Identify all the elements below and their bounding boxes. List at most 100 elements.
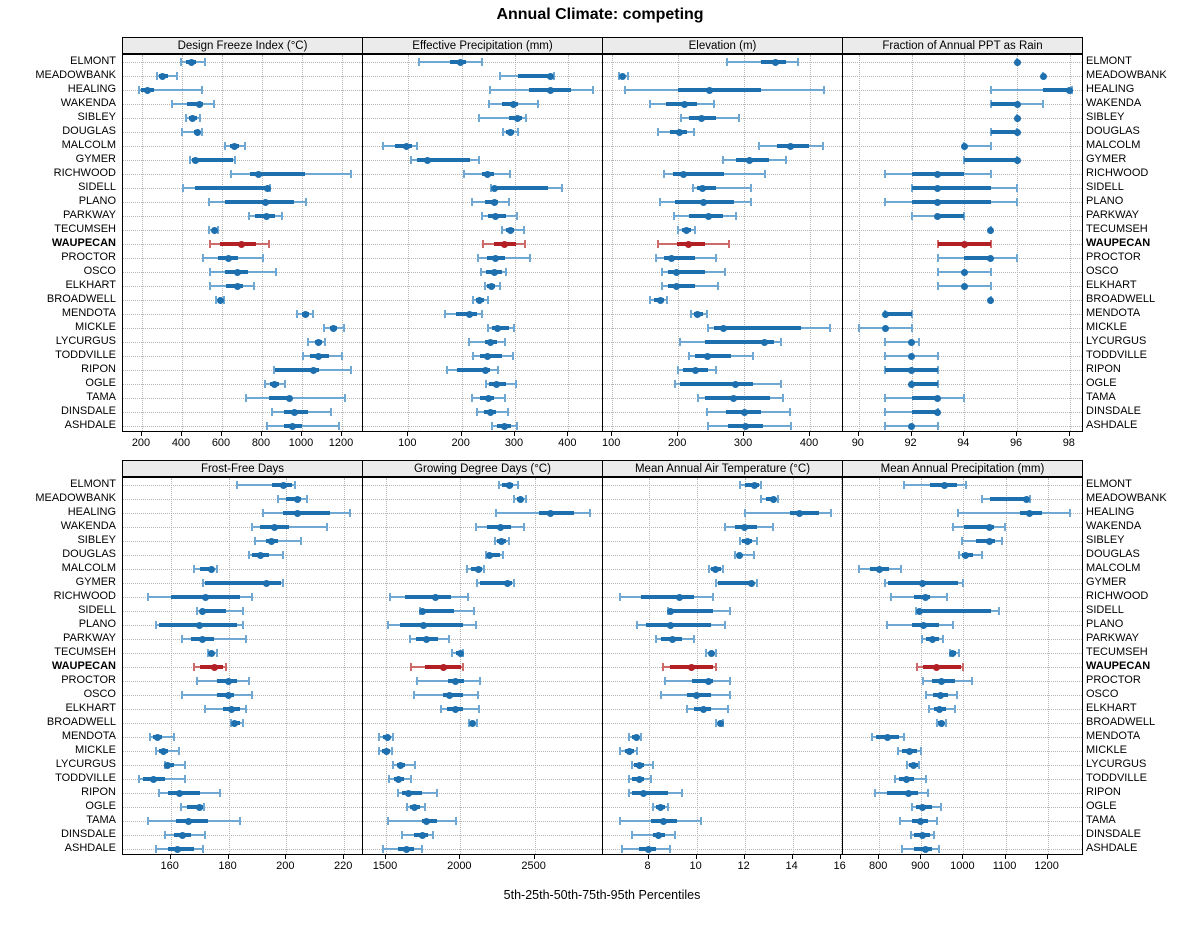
axis-tick-label: 400 xyxy=(558,437,577,449)
gridline-horizontal xyxy=(123,779,362,780)
row-label-left-richwood: RICHWOOD xyxy=(53,589,116,602)
row-label-right-parkway: PARKWAY xyxy=(1086,208,1139,221)
gridline-horizontal xyxy=(843,160,1082,161)
axis-tick-label: 8 xyxy=(644,860,651,872)
median-dot-healing xyxy=(546,86,554,94)
figure-caption: 5th-25th-50th-75th-95th Percentiles xyxy=(503,888,701,902)
row-label-right-elkhart: ELKHART xyxy=(1086,278,1137,291)
median-dot-meadowbank xyxy=(619,72,627,80)
median-dot-toddville xyxy=(903,775,911,783)
gridline-horizontal xyxy=(363,90,602,91)
row-label-right-wakenda: WAKENDA xyxy=(1086,519,1142,532)
median-dot-broadwell xyxy=(937,719,945,727)
iqr-bar-25-75-sidell xyxy=(420,609,454,613)
whisker-cap xyxy=(919,747,922,755)
whisker-cap xyxy=(628,775,631,783)
gridline-horizontal xyxy=(603,555,842,556)
strip-growing-degree-days-c: Growing Degree Days (°C) xyxy=(362,460,603,477)
whisker-cap xyxy=(155,747,158,755)
whisker-cap xyxy=(480,58,483,66)
whisker-cap xyxy=(472,352,475,360)
row-label-left-ogle: OGLE xyxy=(85,799,116,812)
median-dot-tama xyxy=(423,817,431,825)
axis-tick xyxy=(227,855,229,859)
axis-tick-label: 400 xyxy=(171,437,191,449)
whisker-cap xyxy=(271,408,273,416)
whisker-cap xyxy=(958,551,961,559)
median-dot-plano xyxy=(261,198,269,206)
median-dot-elmont xyxy=(940,481,948,489)
gridline-vertical xyxy=(344,478,346,854)
whisker-cap xyxy=(468,338,471,346)
median-dot-parkway xyxy=(491,212,499,220)
whisker-cap xyxy=(989,142,992,150)
median-dot-lycurgus xyxy=(314,338,322,346)
whisker-cap xyxy=(466,565,469,573)
iqr-bar-25-75-proctor xyxy=(663,256,696,260)
row-label-right-ogle: OGLE xyxy=(1086,376,1117,389)
gridline-horizontal xyxy=(123,356,362,357)
whisker-cap xyxy=(693,635,696,643)
whisker-cap xyxy=(466,593,469,601)
whisker-cap xyxy=(512,495,515,503)
whisker-cap xyxy=(628,733,631,741)
whisker-cap xyxy=(201,128,203,136)
gridline-vertical xyxy=(342,55,343,431)
gridline-vertical xyxy=(648,478,650,854)
median-dot-mickle xyxy=(906,747,914,755)
axis-tick-label: 2000 xyxy=(447,860,472,872)
row-label-left-toddville: TODDVILLE xyxy=(55,771,116,784)
whisker-cap xyxy=(757,142,760,150)
whisker-cap xyxy=(201,86,203,94)
whisker-cap xyxy=(726,705,729,713)
gridline-horizontal xyxy=(123,653,362,654)
whisker-cap xyxy=(964,481,967,489)
panel-design-freeze-index-c xyxy=(122,54,363,432)
iqr-bar-25-75-sibley xyxy=(976,539,995,543)
whisker-5-95-douglas xyxy=(182,131,202,133)
row-label-left-broadwell: BROADWELL xyxy=(46,715,116,728)
row-label-right-elkhart: ELKHART xyxy=(1086,701,1137,714)
gridline-horizontal xyxy=(363,793,602,794)
gridline-horizontal xyxy=(603,779,842,780)
median-dot-waupecan xyxy=(237,240,245,248)
whisker-cap xyxy=(242,621,244,629)
whisker-cap xyxy=(821,142,824,150)
median-dot-proctor xyxy=(225,677,233,685)
median-dot-malcolm xyxy=(230,142,238,150)
iqr-bar-25-75-sidell xyxy=(667,609,714,613)
iqr-bar-25-75-tama xyxy=(704,396,771,400)
median-dot-ogle xyxy=(732,380,740,388)
whisker-cap xyxy=(421,845,424,853)
gridline-vertical xyxy=(534,478,536,854)
whisker-cap xyxy=(386,817,389,825)
whisker-cap xyxy=(137,775,140,783)
axis-tick xyxy=(1004,855,1006,859)
whisker-cap xyxy=(496,366,499,374)
whisker-cap xyxy=(440,705,443,713)
whisker-cap xyxy=(750,184,753,192)
gridline-vertical xyxy=(879,478,881,854)
whisker-cap xyxy=(940,803,943,811)
whisker-cap xyxy=(735,212,738,220)
row-label-left-ripon: RIPON xyxy=(81,362,116,375)
whisker-cap xyxy=(796,58,799,66)
panel-mean-annual-precipitation-mm xyxy=(842,477,1083,855)
row-label-right-gymer: GYMER xyxy=(1086,575,1127,588)
whisker-cap xyxy=(920,635,923,643)
whisker-cap xyxy=(924,691,927,699)
gridline-horizontal xyxy=(843,90,1082,91)
iqr-bar-25-75-gymer xyxy=(479,581,512,585)
whisker-cap xyxy=(323,324,325,332)
row-label-right-tama: TAMA xyxy=(1086,813,1116,826)
gridline-horizontal xyxy=(123,751,362,752)
whisker-cap xyxy=(343,324,345,332)
axis-tick xyxy=(1016,432,1018,436)
whisker-cap xyxy=(392,733,395,741)
median-dot-ogle xyxy=(196,803,204,811)
gridline-horizontal xyxy=(843,653,1082,654)
iqr-bar-25-75-ripon xyxy=(886,791,919,795)
axis-tick-label: 200 xyxy=(131,437,151,449)
whisker-cap xyxy=(686,705,688,713)
